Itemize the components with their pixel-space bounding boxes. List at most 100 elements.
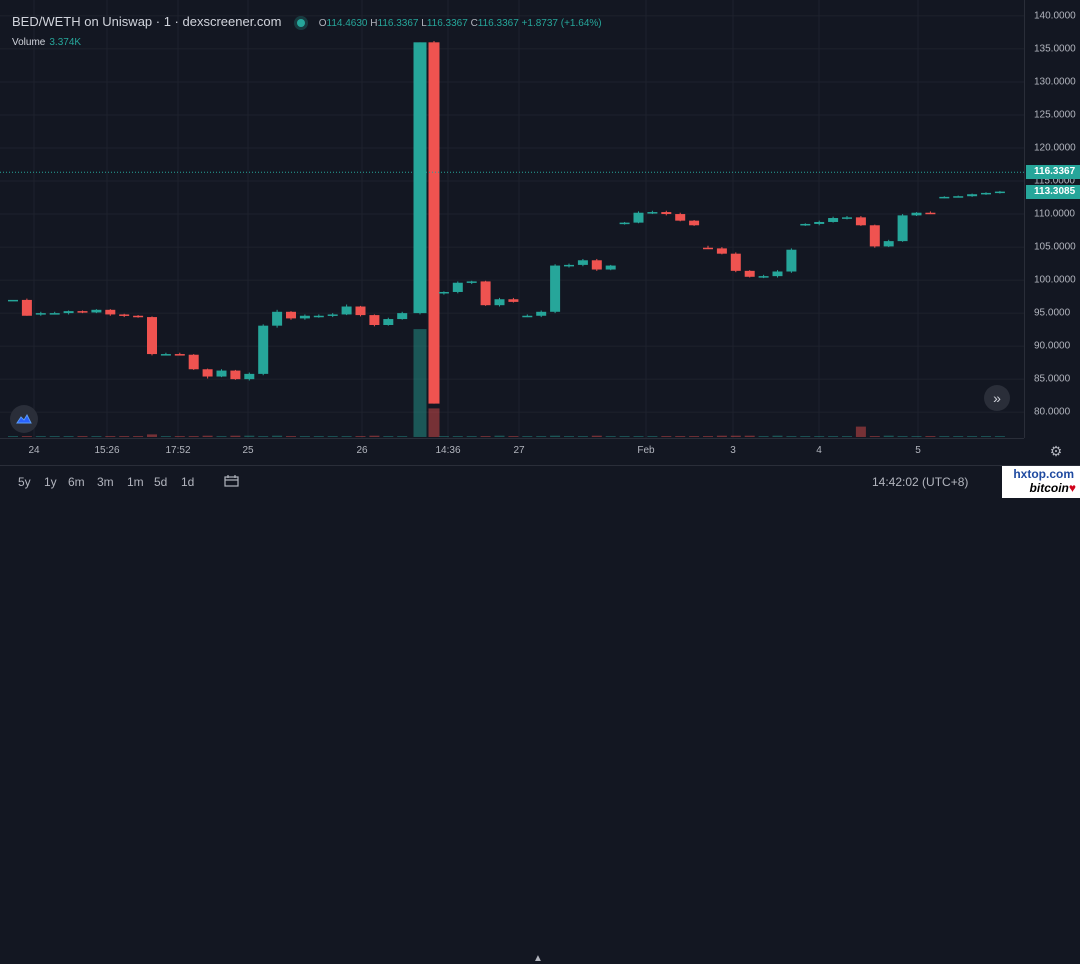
candle-body bbox=[897, 215, 908, 242]
scroll-to-realtime-button[interactable]: » bbox=[984, 385, 1010, 411]
gear-icon[interactable]: ⚙ bbox=[1049, 443, 1063, 459]
time-tick-label: 27 bbox=[513, 445, 525, 456]
candle-body bbox=[800, 223, 811, 226]
volume-bar bbox=[49, 436, 60, 437]
chart-legend: BED/WETH on Uniswap · 1 · dexscreener.co… bbox=[12, 14, 602, 29]
candle-body bbox=[828, 218, 839, 222]
volume-bar bbox=[758, 436, 769, 437]
candle-body bbox=[119, 314, 130, 316]
utc-clock[interactable]: 14:42:02 (UTC+8) bbox=[872, 475, 969, 489]
watermark-line2: bitcoin♥ bbox=[1029, 481, 1076, 495]
range-5d-button[interactable]: 5d bbox=[154, 475, 168, 489]
candle-body bbox=[994, 191, 1005, 194]
candle-body bbox=[772, 271, 783, 277]
range-5y-button[interactable]: 5y bbox=[18, 475, 31, 489]
price-tick-label: 140.0000 bbox=[1034, 10, 1076, 22]
volume-bar bbox=[119, 436, 130, 437]
candle-body bbox=[466, 281, 477, 283]
close-key: C bbox=[470, 18, 478, 29]
range-3m-button[interactable]: 3m bbox=[97, 475, 114, 489]
volume-bar bbox=[413, 329, 427, 437]
candle-body bbox=[77, 311, 88, 313]
volume-bar bbox=[786, 436, 797, 437]
volume-bar bbox=[428, 408, 440, 437]
volume-bar bbox=[703, 436, 713, 437]
volume-bar bbox=[397, 436, 408, 437]
collapse-caret-icon[interactable]: ▲ bbox=[533, 953, 543, 964]
price-tick-label: 90.0000 bbox=[1034, 340, 1071, 352]
range-1d-button[interactable]: 1d bbox=[181, 475, 195, 489]
volume-bar bbox=[800, 436, 811, 437]
price-badge: 113.3085 bbox=[1026, 185, 1080, 200]
low-value: 116.3367 bbox=[426, 18, 468, 29]
candle-body bbox=[814, 221, 825, 224]
volume-bar bbox=[967, 436, 978, 437]
volume-bar bbox=[313, 436, 324, 437]
live-status-dot bbox=[297, 18, 306, 27]
time-tick-label: 17:52 bbox=[165, 445, 191, 456]
mountain-icon bbox=[16, 413, 32, 424]
candle-body bbox=[842, 217, 852, 219]
price-tick-label: 95.0000 bbox=[1034, 307, 1071, 319]
volume-bar bbox=[8, 436, 18, 437]
candle-body bbox=[21, 299, 32, 316]
volume-bar bbox=[355, 436, 366, 437]
open-key: O bbox=[318, 18, 327, 29]
candle-body bbox=[413, 42, 427, 314]
tradingview-logo-button[interactable] bbox=[10, 405, 38, 433]
volume-bar bbox=[828, 436, 839, 437]
candle-body bbox=[981, 192, 991, 195]
volume-bar bbox=[133, 436, 144, 437]
price-tick-label: 115.0000 bbox=[1034, 175, 1075, 187]
candle-body bbox=[647, 212, 658, 214]
volume-bar bbox=[744, 435, 755, 437]
volume-bar bbox=[383, 436, 394, 437]
volume-bar bbox=[633, 436, 644, 437]
candle-body bbox=[438, 291, 449, 294]
candle-body bbox=[564, 264, 574, 267]
close-value: 116.3367 bbox=[477, 18, 519, 29]
volume-bar bbox=[814, 436, 825, 437]
range-1y-button[interactable]: 1y bbox=[44, 475, 57, 489]
chart-pane[interactable] bbox=[0, 0, 1024, 438]
candle-body bbox=[661, 212, 672, 215]
candle-body bbox=[605, 265, 616, 270]
candle-body bbox=[258, 325, 269, 374]
time-axis[interactable]: 24 15:26 17:52 25 26 14:36 27 Feb 3 4 5 bbox=[0, 438, 1024, 465]
date-range-icon[interactable] bbox=[224, 475, 240, 490]
candle-body bbox=[925, 212, 936, 215]
candle-body bbox=[536, 311, 547, 316]
watermark-logo: hxtop.com bitcoin♥ bbox=[1002, 466, 1080, 498]
volume-bar bbox=[675, 436, 686, 437]
candle-body bbox=[675, 214, 686, 221]
time-tick-label: 24 bbox=[28, 445, 40, 456]
volume-bar bbox=[494, 435, 505, 437]
high-key: H bbox=[370, 18, 378, 29]
high-value: 116.3367 bbox=[377, 18, 419, 29]
volume-legend: Volume 3.374K bbox=[12, 37, 81, 48]
open-value: 114.4630 bbox=[326, 18, 368, 29]
volume-bar bbox=[369, 435, 380, 437]
volume-bar bbox=[522, 436, 533, 437]
candle-body bbox=[49, 313, 60, 315]
price-axis[interactable]: 140.0000 135.0000 130.0000 125.0000 120.0000… bbox=[1024, 0, 1080, 438]
candle-body bbox=[355, 306, 366, 316]
candle-body bbox=[577, 260, 588, 265]
volume-bar bbox=[981, 436, 991, 437]
candle-body bbox=[286, 311, 296, 319]
range-1m-button[interactable]: 1m bbox=[127, 475, 144, 489]
volume-bar bbox=[564, 436, 574, 437]
volume-bar bbox=[258, 436, 269, 437]
range-6m-button[interactable]: 6m bbox=[68, 475, 85, 489]
candle-body bbox=[216, 370, 227, 377]
volume-bar bbox=[855, 426, 866, 437]
time-tick-label: 5 bbox=[915, 445, 921, 456]
volume-bar bbox=[772, 435, 783, 437]
volume-bar bbox=[911, 436, 922, 437]
candle-body bbox=[883, 241, 894, 247]
candle-body bbox=[147, 317, 157, 355]
candlestick-chart[interactable] bbox=[0, 0, 1024, 438]
candle-body bbox=[716, 248, 727, 254]
volume-bar bbox=[536, 436, 547, 437]
candle-body bbox=[939, 196, 950, 199]
